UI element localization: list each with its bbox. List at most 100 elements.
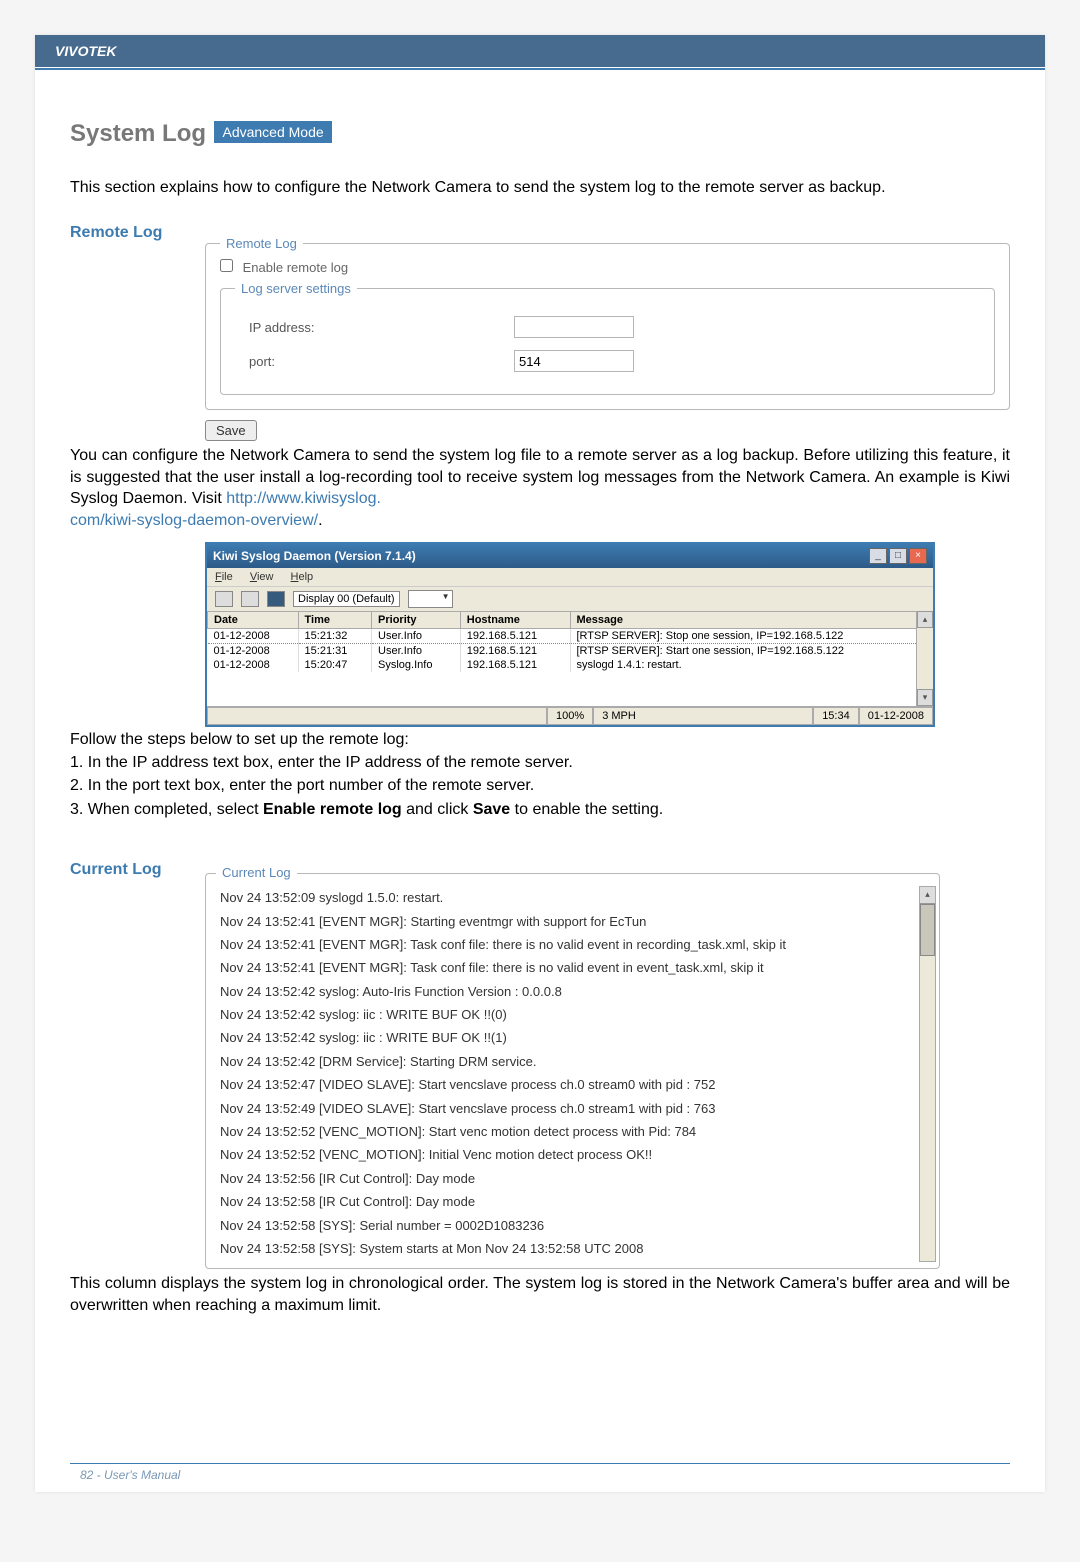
table-cell: syslogd 1.4.1: restart. (570, 658, 933, 672)
save-button[interactable]: Save (205, 420, 257, 441)
kiwi-window: Kiwi Syslog Daemon (Version 7.1.4) _ □ ×… (205, 542, 935, 727)
status-pct: 100% (547, 707, 593, 725)
maximize-icon[interactable]: □ (889, 548, 907, 564)
table-row: 01-12-200815:21:31User.Info192.168.5.121… (208, 643, 933, 658)
scroll-up-icon[interactable]: ▴ (917, 611, 933, 628)
log-line: Nov 24 13:52:42 syslog: Auto-Iris Functi… (220, 980, 929, 1003)
header-brand: VIVOTEK (35, 35, 1045, 67)
col-hostname[interactable]: Hostname (460, 611, 570, 628)
scroll-down-icon[interactable]: ▾ (917, 689, 933, 706)
log-line: Nov 24 13:52:41 [EVENT MGR]: Task conf f… (220, 933, 929, 956)
log-server-settings-legend: Log server settings (235, 281, 357, 296)
table-row: 01-12-200815:20:47Syslog.Info192.168.5.1… (208, 658, 933, 672)
current-log-lines: Nov 24 13:52:09 syslogd 1.5.0: restart.N… (216, 882, 929, 1260)
log-scroll-up-icon[interactable]: ▴ (920, 887, 935, 904)
log-line: Nov 24 13:52:56 [IR Cut Control]: Day mo… (220, 1167, 929, 1190)
table-cell: 01-12-2008 (208, 658, 299, 672)
col-date[interactable]: Date (208, 611, 299, 628)
step-1: 1. In the IP address text box, enter the… (70, 752, 1010, 774)
log-line: Nov 24 13:52:41 [EVENT MGR]: Task conf f… (220, 956, 929, 979)
ip-address-label: IP address: (249, 320, 514, 335)
port-input[interactable] (514, 350, 634, 372)
table-cell: 192.168.5.121 (460, 628, 570, 643)
toolbar-icon-3[interactable] (267, 591, 285, 607)
footer-divider (70, 1463, 1010, 1464)
table-cell: 15:21:31 (298, 643, 371, 658)
kiwi-menubar: File View Help (207, 568, 933, 586)
log-line: Nov 24 13:52:58 [SYS]: Serial number = 0… (220, 1214, 929, 1237)
toolbar-icon-1[interactable] (215, 591, 233, 607)
log-line: Nov 24 13:52:58 [SYS]: System starts at … (220, 1237, 929, 1260)
log-line: Nov 24 13:52:52 [VENC_MOTION]: Start ven… (220, 1120, 929, 1143)
steps-intro: Follow the steps below to set up the rem… (70, 729, 1010, 751)
footer-label: User's Manual (104, 1468, 180, 1482)
step3-c: and click (402, 801, 473, 818)
table-cell: [RTSP SERVER]: Start one session, IP=192… (570, 643, 933, 658)
current-log-scrollbar[interactable]: ▴ (919, 886, 936, 1262)
config-paragraph: You can configure the Network Camera to … (70, 445, 1010, 531)
footer-page: 82 - (80, 1468, 104, 1482)
col-priority[interactable]: Priority (372, 611, 461, 628)
col-time[interactable]: Time (298, 611, 371, 628)
step3-b: Enable remote log (263, 801, 402, 818)
step3-a: 3. When completed, select (70, 801, 263, 818)
steps-block: Follow the steps below to set up the rem… (70, 729, 1010, 822)
kiwi-header-row: Date Time Priority Hostname Message (208, 611, 933, 628)
step3-d: Save (473, 801, 510, 818)
display-select[interactable]: Display 00 (Default) (293, 591, 400, 607)
kiwi-scrollbar[interactable]: ▴ ▾ (916, 611, 933, 706)
advanced-mode-badge: Advanced Mode (214, 121, 331, 143)
status-mph: 3 MPH (593, 707, 813, 725)
page-title-row: System Log Advanced Mode (70, 120, 1010, 148)
status-date: 01-12-2008 (859, 707, 933, 725)
log-line: Nov 24 13:52:47 [VIDEO SLAVE]: Start ven… (220, 1073, 929, 1096)
log-line: Nov 24 13:52:58 [IR Cut Control]: Day mo… (220, 1190, 929, 1213)
menu-help[interactable]: Help (291, 571, 314, 583)
display-dropdown[interactable] (408, 590, 453, 608)
table-cell: 15:20:47 (298, 658, 371, 672)
log-line: Nov 24 13:52:42 syslog: iic : WRITE BUF … (220, 1026, 929, 1049)
log-line: Nov 24 13:52:42 syslog: iic : WRITE BUF … (220, 1003, 929, 1026)
table-cell: 192.168.5.121 (460, 643, 570, 658)
port-label: port: (249, 354, 514, 369)
close-icon[interactable]: × (909, 548, 927, 564)
kiwi-titlebar: Kiwi Syslog Daemon (Version 7.1.4) _ □ × (207, 544, 933, 568)
menu-file[interactable]: File (215, 571, 233, 583)
page-title: System Log (70, 120, 206, 147)
current-log-fieldset: Current Log Nov 24 13:52:09 syslogd 1.5.… (205, 873, 940, 1269)
kiwi-toolbar: Display 00 (Default) (207, 586, 933, 611)
step-3: 3. When completed, select Enable remote … (70, 799, 1010, 821)
table-cell: [RTSP SERVER]: Stop one session, IP=192.… (570, 628, 933, 643)
step-2: 2. In the port text box, enter the port … (70, 775, 1010, 797)
log-line: Nov 24 13:52:42 [DRM Service]: Starting … (220, 1050, 929, 1073)
table-cell: User.Info (372, 628, 461, 643)
intro-text: This section explains how to configure t… (70, 176, 1010, 199)
ip-address-input[interactable] (514, 316, 634, 338)
table-cell: Syslog.Info (372, 658, 461, 672)
kiwi-link-2[interactable]: com/kiwi-syslog-daemon-overview/ (70, 512, 318, 529)
kiwi-body: Date Time Priority Hostname Message 01-1… (207, 611, 933, 706)
closing-paragraph: This column displays the system log in c… (70, 1273, 1010, 1316)
enable-remote-log-text: Enable remote log (243, 260, 349, 275)
log-server-settings-fieldset: Log server settings IP address: port: (220, 281, 995, 395)
log-line: Nov 24 13:52:41 [EVENT MGR]: Starting ev… (220, 910, 929, 933)
toolbar-icon-2[interactable] (241, 591, 259, 607)
kiwi-table: Date Time Priority Hostname Message 01-1… (207, 611, 933, 672)
log-line: Nov 24 13:52:49 [VIDEO SLAVE]: Start ven… (220, 1097, 929, 1120)
table-row: 01-12-200815:21:32User.Info192.168.5.121… (208, 628, 933, 643)
col-message[interactable]: Message (570, 611, 933, 628)
enable-remote-log-checkbox[interactable] (220, 259, 233, 272)
table-cell: 01-12-2008 (208, 628, 299, 643)
remote-log-fieldset: Remote Log Enable remote log Log server … (205, 236, 1010, 410)
minimize-icon[interactable]: _ (869, 548, 887, 564)
log-scroll-thumb[interactable] (920, 904, 935, 956)
table-cell: User.Info (372, 643, 461, 658)
log-line: Nov 24 13:52:52 [VENC_MOTION]: Initial V… (220, 1143, 929, 1166)
footer-text: 82 - User's Manual (80, 1468, 180, 1482)
config-dot: . (318, 512, 322, 529)
step3-e: to enable the setting. (510, 801, 663, 818)
enable-remote-log-label[interactable]: Enable remote log (220, 260, 348, 275)
table-cell: 01-12-2008 (208, 643, 299, 658)
kiwi-link-1[interactable]: http://www.kiwisyslog. (226, 490, 381, 507)
menu-view[interactable]: View (250, 571, 274, 583)
